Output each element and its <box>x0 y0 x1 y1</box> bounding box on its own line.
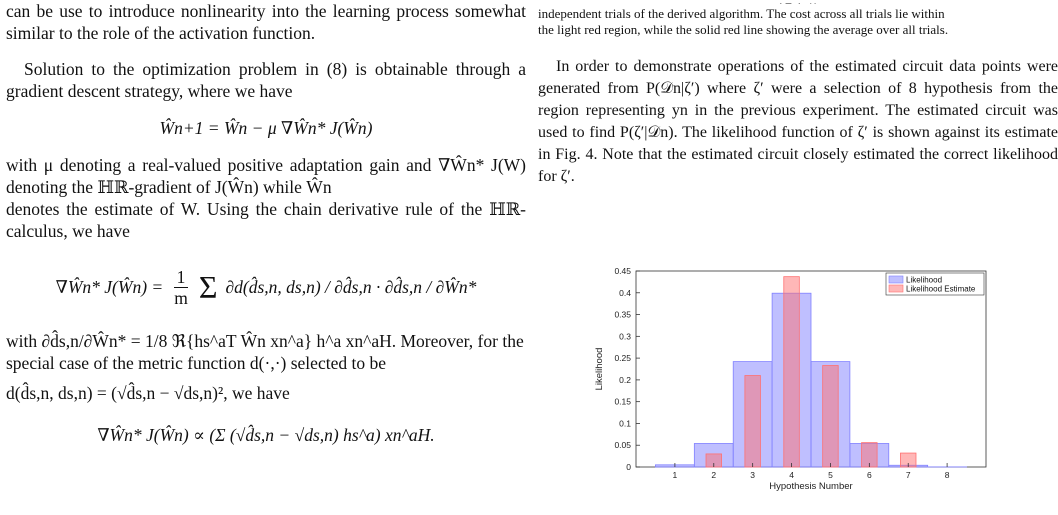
y-tick-label: 0.25 <box>614 353 631 363</box>
paragraph-gradient: Solution to the optimization problem in … <box>6 59 526 101</box>
equation-update: Ŵn+1 = Ŵn − μ ∇Ŵn* J(Ŵn) <box>159 118 373 138</box>
y-tick-label: 0.3 <box>619 331 631 341</box>
right-column: ( Σ ( , )) independent trials of the der… <box>538 0 1058 188</box>
equation-chain-lhs: ∇Ŵn* J(Ŵn) = <box>55 277 164 297</box>
legend-swatch <box>888 275 904 284</box>
legend-box <box>885 272 985 296</box>
y-tick-label: 0.45 <box>614 266 631 276</box>
paragraph-mu: with μ denoting a real-valued positive a… <box>6 155 526 197</box>
bar-estimate-5 <box>822 365 839 468</box>
legend-label: Likelihood <box>906 276 942 285</box>
x-tick-label: 1 <box>673 470 678 480</box>
x-tick-label: 3 <box>750 470 755 480</box>
y-tick-label: 0.35 <box>614 310 631 320</box>
legend-swatch <box>888 284 904 293</box>
bar-estimate-3 <box>744 375 761 468</box>
legend-label: Likelihood Estimate <box>906 285 976 294</box>
x-tick-label: 5 <box>828 470 833 480</box>
y-tick-label: 0.4 <box>619 288 631 298</box>
x-tick-label: 8 <box>945 470 950 480</box>
equation-chain-rhs: ∂d(d̂s,n, ds,n) / ∂d̂s,n · ∂d̂s,n / ∂Ŵn* <box>225 277 477 297</box>
left-column: can be use to introduce nonlinearity int… <box>6 0 526 450</box>
y-tick-label: 0.15 <box>614 397 631 407</box>
paragraph-metric: special case of the metric function d(·,… <box>6 353 386 373</box>
x-tick-label: 2 <box>711 470 716 480</box>
figure-caption-line2: the light red region, while the solid re… <box>538 22 949 37</box>
y-tick-label: 0.05 <box>614 440 631 450</box>
x-tick-label: 6 <box>867 470 872 480</box>
sum-symbol: Σ <box>198 269 218 305</box>
paragraph-metric-def: d(d̂s,n, ds,n) = (√d̂s,n − √ds,n)², we h… <box>6 383 290 403</box>
paragraph-demonstration: In order to demonstrate operations of th… <box>538 58 1058 185</box>
bar-estimate-4 <box>783 276 800 468</box>
y-tick-label: 0.1 <box>619 418 631 428</box>
likelihood-bar-chart: 0 0.05 0.1 0.15 0.2 0.25 0.3 0.35 0.4 0.45 1 2 3 4 5 6 7… <box>594 266 987 492</box>
y-tick-label: 0.2 <box>619 375 631 385</box>
paragraph-intro: can be use to introduce nonlinearity int… <box>6 1 526 43</box>
caption-top-fragment: ( Σ ( , )) <box>538 0 1058 4</box>
x-tick-label: 4 <box>789 470 794 480</box>
paragraph-estimate: denotes the estimate of W. Using the cha… <box>6 199 526 241</box>
paragraph-partial: with ∂d̂s,n/∂Ŵn* = 1/8 ℜ{hs^aT Ŵn xn^a} … <box>6 331 524 351</box>
x-axis-label: Hypothesis Number <box>769 481 852 492</box>
x-tick-label: 7 <box>906 470 911 480</box>
y-axis-label: Likelihood <box>594 348 605 391</box>
y-tick-label: 0 <box>626 462 631 472</box>
equation-proportional: ∇Ŵn* J(Ŵn) ∝ (Σ (√d̂s,n − √ds,n) hs^a) x… <box>97 425 435 445</box>
figure-caption-line1: independent trials of the derived algori… <box>538 6 945 21</box>
